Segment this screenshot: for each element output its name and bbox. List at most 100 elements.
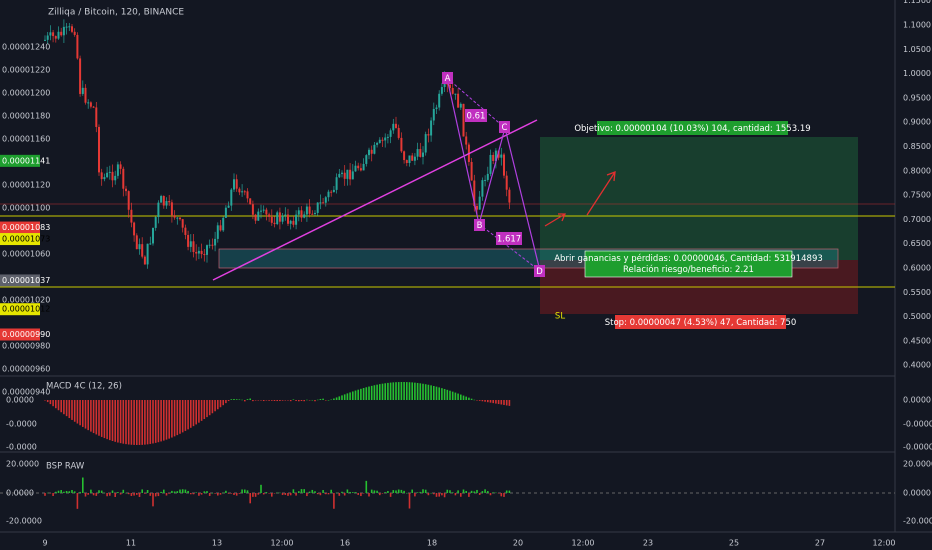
macd-bar	[362, 388, 365, 400]
macd-bar	[338, 396, 341, 400]
candle-body	[52, 32, 55, 37]
macd-bar	[149, 400, 152, 444]
bsp-bar	[238, 493, 241, 494]
candle-body	[314, 212, 316, 214]
candle-body	[354, 165, 357, 172]
candle-body	[346, 169, 349, 179]
bsp-bar	[179, 489, 181, 493]
macd-bar	[416, 382, 419, 400]
bsp-bar	[203, 491, 206, 493]
candle-body	[276, 212, 279, 225]
bsp-bar	[451, 492, 454, 493]
bsp-bar	[295, 493, 297, 496]
bsp-bar	[241, 489, 243, 493]
bsp-bar	[468, 493, 470, 497]
candle-body	[368, 149, 370, 156]
candle-body	[235, 179, 238, 189]
bsp-bar	[225, 490, 227, 493]
candle-body	[505, 175, 508, 190]
candle-body	[84, 87, 87, 103]
bsp-bar	[389, 493, 392, 497]
right-axis-label: -0.0000	[903, 420, 932, 429]
candle-body	[189, 241, 192, 247]
macd-bar	[298, 400, 300, 402]
bsp-bar	[168, 493, 170, 494]
trend-line	[212, 119, 538, 281]
macd-bar	[352, 391, 354, 400]
bsp-bar	[446, 489, 449, 493]
time-label: 25	[729, 539, 739, 548]
macd-histogram	[44, 382, 511, 445]
candle-body	[270, 216, 273, 223]
bsp-bar	[370, 489, 373, 493]
bsp-bar	[144, 493, 146, 494]
bsp-bar	[217, 493, 219, 496]
bsp-bar	[119, 493, 122, 495]
candle-body	[419, 149, 422, 157]
right-axis-label: 0.4500	[903, 336, 931, 345]
bsp-bar	[106, 493, 108, 497]
right-axis-label: -20.0000	[903, 517, 932, 526]
pattern-line	[446, 77, 541, 272]
point-label: B	[477, 221, 483, 231]
candle-body	[184, 227, 187, 235]
macd-bar	[476, 400, 478, 401]
bsp-bar	[352, 492, 354, 493]
bsp-bar	[465, 490, 467, 493]
candle-body	[432, 108, 435, 121]
bsp-bar	[497, 493, 500, 494]
candle-body	[494, 150, 497, 161]
right-axis-label: 0.7000	[903, 215, 931, 224]
macd-bar	[468, 397, 470, 400]
macd-bar	[311, 399, 314, 401]
candle-body	[200, 250, 203, 255]
target-label: Objetivo: 0.00000104 (10.03%) 104, canti…	[574, 124, 810, 134]
candle-body	[362, 163, 365, 171]
bsp-bar	[63, 491, 65, 493]
bsp-bar	[235, 493, 238, 496]
time-label: 13	[212, 539, 222, 548]
bsp-bar	[306, 493, 308, 497]
candle-body	[351, 171, 354, 180]
bsp-bar	[79, 491, 81, 493]
macd-bar	[478, 400, 481, 401]
sl-label: SL	[555, 312, 565, 322]
bsp-bar	[198, 493, 200, 496]
target-badge	[597, 121, 788, 135]
macd-bar	[368, 386, 370, 400]
candle-body	[203, 254, 206, 256]
candle-body	[122, 168, 125, 189]
bsp-bar	[387, 490, 389, 493]
bsp-bar	[449, 490, 451, 493]
macd-bar	[225, 400, 227, 404]
macd-bar	[84, 400, 87, 429]
macd-bar	[200, 400, 203, 421]
macd-bar	[379, 384, 381, 400]
left-axis-label: 0.00001083	[2, 223, 50, 232]
left-axis-label: 0.00001120	[2, 181, 50, 190]
bsp-bar	[292, 489, 295, 493]
macd-bar	[235, 399, 238, 400]
candle-body	[365, 155, 368, 164]
candle-body	[71, 26, 73, 32]
candle-body	[157, 202, 160, 218]
bsp-bar	[322, 490, 324, 493]
right-axis-label: 0.6500	[903, 239, 931, 248]
bsp-bar	[492, 492, 494, 493]
macd-bar	[208, 400, 211, 416]
macd-bar	[492, 400, 494, 404]
bsp-bar	[360, 493, 362, 497]
macd-bar	[230, 399, 233, 400]
bsp-bar	[357, 493, 359, 495]
candle-body	[335, 177, 338, 190]
bsp-bar	[184, 489, 187, 493]
right-axis-label: -0.0000	[903, 443, 932, 452]
macd-bar	[400, 382, 403, 400]
price-badge	[0, 303, 40, 316]
candle-body	[116, 164, 119, 176]
macd-bar	[454, 392, 457, 400]
macd-bar	[465, 396, 467, 400]
bsp-bar	[457, 490, 459, 493]
candle-body	[54, 36, 57, 39]
bsp-bar	[219, 493, 222, 495]
